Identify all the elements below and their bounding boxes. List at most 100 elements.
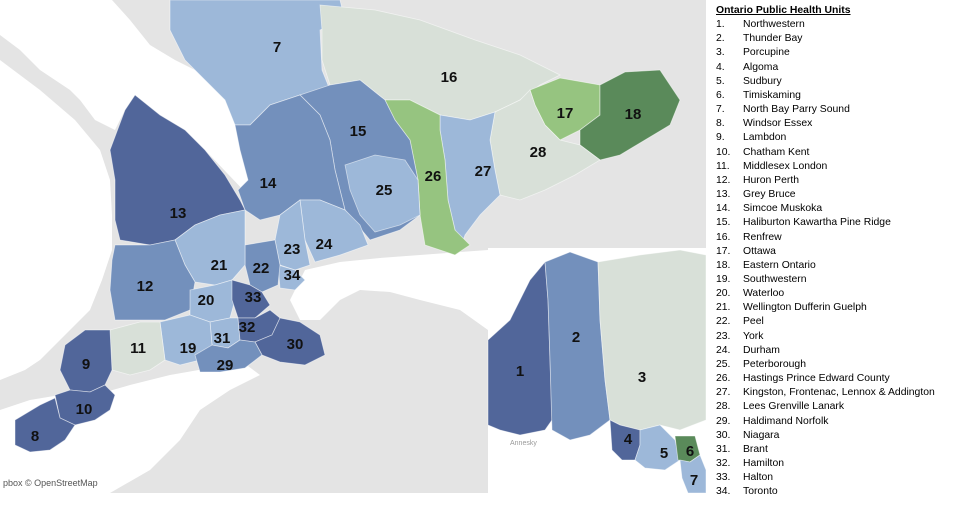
legend-item-number: 32. [716, 458, 731, 469]
legend-item-name: Peel [743, 316, 764, 328]
unit-25[interactable] [344, 154, 421, 233]
unit-18[interactable] [579, 69, 681, 161]
unit-2[interactable] [544, 251, 611, 441]
water-label: Annesky [510, 440, 537, 447]
legend-item-number: 16. [716, 231, 731, 243]
unit-label-31: 31 [214, 330, 231, 347]
legend-item-name: Haliburton Kawartha Pine Ridge [743, 217, 891, 229]
legend-item-number: 10. [716, 146, 731, 158]
legend-item: 25. Peterborough [716, 358, 978, 372]
legend-item-name: Simcoe Muskoka [743, 203, 823, 215]
legend-item-number: 34. [716, 486, 731, 498]
unit-label-1: 1 [516, 363, 524, 380]
unit-24[interactable] [299, 199, 369, 263]
legend-item: 27. Kingston, Frontenac, Lennox & Addingt… [716, 386, 978, 400]
unit-label-5: 5 [660, 445, 668, 462]
legend-item: 32. Hamilton [716, 457, 978, 471]
unit-label-33: 33 [245, 289, 262, 306]
legend-item: 20. Waterloo [716, 287, 978, 301]
legend-item: 5. Sudbury [716, 75, 978, 89]
unit-33[interactable] [231, 279, 271, 319]
legend-item: 4. Algoma [716, 61, 978, 75]
legend-item: 10. Chatham Kent [716, 146, 978, 160]
legend-item: 33. Halton [716, 471, 978, 485]
legend-item-name: Timiskaming [743, 89, 801, 101]
unit-label-8: 8 [31, 428, 39, 445]
lake-huron-south [0, 60, 112, 380]
unit-30[interactable] [254, 317, 326, 366]
unit-12[interactable] [109, 239, 196, 321]
legend-item-name: Durham [743, 344, 780, 356]
legend-item: 14. Simcoe Muskoka [716, 202, 978, 216]
legend-item: 19. Southwestern [716, 273, 978, 287]
unit-11[interactable] [109, 321, 166, 376]
lake-huron [0, 0, 262, 195]
legend-item-name: Renfrew [743, 231, 782, 243]
map-attribution[interactable]: pbox © OpenStreetMap [0, 478, 101, 488]
unit-label-11: 11 [130, 340, 146, 357]
unit-3[interactable] [597, 249, 706, 431]
legend-item-number: 12. [716, 174, 731, 186]
legend-title: Ontario Public Health Units [716, 5, 851, 16]
legend-item-name: Niagara [743, 429, 780, 441]
legend-item-number: 4. [716, 61, 725, 73]
unit-29[interactable] [194, 339, 263, 373]
legend-item: 16. Renfrew [716, 231, 978, 245]
unit-label-30: 30 [287, 336, 304, 353]
unit-label-17: 17 [557, 105, 574, 122]
legend-item-name: Windsor Essex [743, 118, 813, 130]
legend-item: 6. Timiskaming [716, 89, 978, 103]
unit-label-2: 2 [572, 329, 580, 346]
unit-5[interactable] [634, 424, 681, 471]
legend-item-name: Hastings Prince Edward County [743, 373, 890, 385]
unit-7-inset[interactable] [679, 454, 706, 493]
legend-item: 17. Ottawa [716, 245, 978, 259]
legend-item: 3. Porcupine [716, 46, 978, 60]
legend-item-number: 25. [716, 358, 731, 370]
legend-item-number: 13. [716, 189, 731, 201]
legend-item: 13. Grey Bruce [716, 188, 978, 202]
legend-item-name: Porcupine [743, 47, 790, 59]
unit-label-10: 10 [76, 401, 93, 418]
unit-label-7-inset: 7 [690, 472, 698, 489]
unit-label-9: 9 [82, 356, 90, 373]
legend-item: 12. Huron Perth [716, 174, 978, 188]
unit-label-4: 4 [624, 431, 633, 448]
legend-item-name: Lees Grenville Lanark [743, 401, 845, 413]
legend-item-number: 26. [716, 373, 731, 385]
unit-label-3: 3 [638, 369, 646, 386]
unit-34[interactable] [277, 264, 306, 291]
legend-item: 15. Haliburton Kawartha Pine Ridge [716, 216, 978, 230]
legend-item-name: Ottawa [743, 245, 776, 257]
legend-item-name: Southwestern [743, 273, 807, 285]
unit-22[interactable] [244, 239, 281, 293]
legend-item-number: 27. [716, 387, 731, 399]
legend-item-number: 9. [716, 132, 725, 144]
legend-item: 29. Haldimand Norfolk [716, 415, 978, 429]
legend-item-name: Thunder Bay [743, 33, 803, 45]
unit-label-34: 34 [284, 267, 301, 284]
legend-item-name: Wellington Dufferin Guelph [743, 302, 867, 314]
legend-item-number: 2. [716, 33, 725, 45]
unit-8[interactable] [14, 397, 76, 453]
legend-item-number: 5. [716, 75, 725, 87]
legend-item-name: Eastern Ontario [743, 259, 816, 271]
unit-label-26: 26 [425, 168, 442, 185]
legend-item-number: 11. [716, 160, 730, 172]
unit-label-14: 14 [260, 175, 277, 192]
lake-ontario [290, 250, 488, 330]
legend-item: 1. Northwestern [716, 18, 978, 32]
inset-units [487, 249, 706, 493]
legend-item: 31. Brant [716, 443, 978, 457]
legend-item-number: 33. [716, 472, 731, 484]
legend-list: 1. Northwestern 2. Thunder Bay 3. Porcupine 4.… [716, 18, 978, 499]
choropleth-map[interactable]: 1 2 3 4 5 6 7 8 9 10 11 12 13 14 15 16 17 18 19 20 21 22 23 24 2… [0, 0, 706, 493]
unit-label-12: 12 [137, 278, 154, 295]
unit-label-13: 13 [170, 205, 187, 222]
legend-item-number: 7. [716, 104, 725, 116]
legend-item: 24. Durham [716, 344, 978, 358]
legend-item-name: Hamilton [743, 458, 784, 469]
inset-water-bottom [488, 440, 706, 493]
